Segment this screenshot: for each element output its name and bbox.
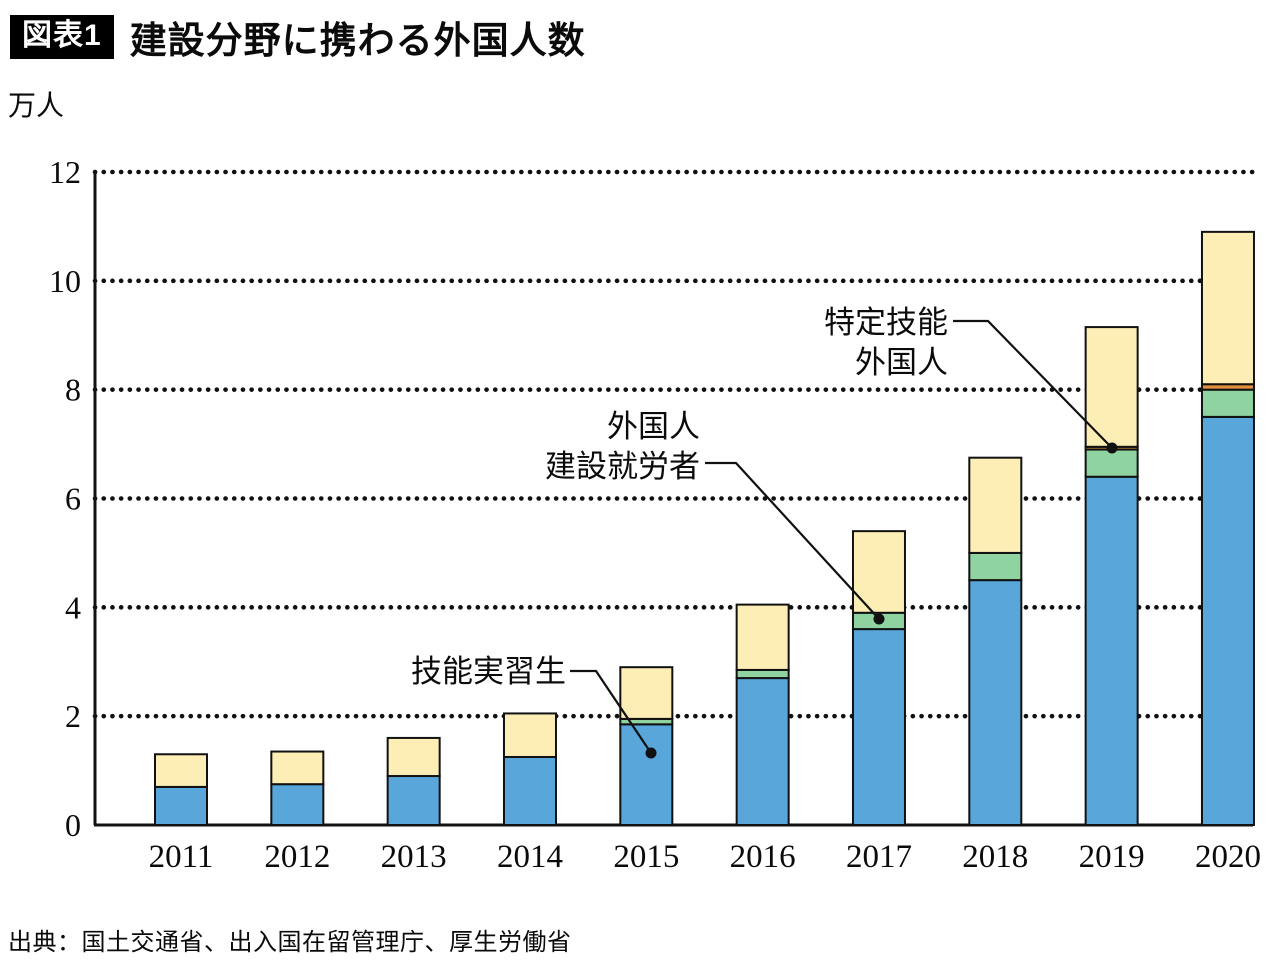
bar-segment xyxy=(968,456,1023,554)
x-tick-label: 2012 xyxy=(264,839,330,875)
bar-segment xyxy=(386,775,441,827)
bar-segment xyxy=(270,750,325,786)
x-tick-label: 2018 xyxy=(962,839,1028,875)
y-tick-label: 8 xyxy=(65,372,81,408)
bar-segment xyxy=(619,723,674,826)
bar-segment xyxy=(1200,415,1255,826)
chart-header: 図表1 建設分野に携わる外国人数 xyxy=(10,10,586,64)
x-tick-label: 2011 xyxy=(149,839,214,875)
bar-segment xyxy=(270,783,325,826)
bar-segment xyxy=(1200,388,1255,418)
x-tick-label: 2013 xyxy=(381,839,447,875)
annotation-dot xyxy=(873,613,885,625)
bar-segment xyxy=(1084,448,1139,478)
annotation-label: 外国人 xyxy=(607,409,700,444)
bar-segment xyxy=(502,755,557,827)
bar-segment xyxy=(735,668,790,680)
bar-segment xyxy=(735,603,790,671)
y-tick-label: 0 xyxy=(65,807,81,843)
bar-segment xyxy=(386,736,441,778)
x-tick-label: 2020 xyxy=(1195,839,1261,875)
y-tick-label: 2 xyxy=(65,698,81,734)
x-tick-label: 2014 xyxy=(497,839,563,875)
annotation-leader-line xyxy=(570,669,652,754)
bar-segment xyxy=(968,579,1023,826)
y-tick-label: 6 xyxy=(65,481,81,517)
annotation-label: 建設就労者 xyxy=(545,449,700,484)
annotation-label: 特定技能 xyxy=(824,305,948,340)
y-tick-label: 12 xyxy=(49,154,81,190)
x-tick-label: 2017 xyxy=(846,839,912,875)
y-tick-label: 10 xyxy=(49,263,81,299)
annotation-dot xyxy=(645,747,657,759)
bar-segment xyxy=(154,753,208,788)
stacked-bar-chart: 0 2 4 6 8 10 12 2011 2012 2013 2014 2015 2016 2017 201… xyxy=(49,154,1261,875)
annotation-leader-line xyxy=(953,319,1113,449)
x-tick-label: 2016 xyxy=(730,839,796,875)
bar-segment xyxy=(1084,326,1139,448)
annotation-label: 技能実習生 xyxy=(411,654,566,689)
bar-segment xyxy=(1200,230,1255,386)
x-tick-label: 2015 xyxy=(613,839,679,875)
annotation-leader-line xyxy=(705,461,880,620)
figure-number-badge: 図表1 xyxy=(10,15,114,59)
bar-segment xyxy=(502,712,557,758)
y-axis-unit-label: 万人 xyxy=(8,90,65,121)
x-tick-label: 2019 xyxy=(1079,839,1145,875)
bar-segment xyxy=(1084,475,1139,826)
bar-segment xyxy=(968,551,1023,582)
bar-segment xyxy=(154,785,208,826)
bar-segment xyxy=(851,628,906,826)
bar-segment xyxy=(735,677,790,827)
source-note: 出典：国土交通省、出入国在留管理庁、厚生労働省 xyxy=(8,929,572,956)
chart-title: 建設分野に携わる外国人数 xyxy=(129,20,586,61)
annotation-label: 外国人 xyxy=(855,345,948,380)
bar-segment xyxy=(619,666,674,720)
y-tick-label: 4 xyxy=(65,589,81,625)
annotation-dot xyxy=(1106,442,1118,454)
